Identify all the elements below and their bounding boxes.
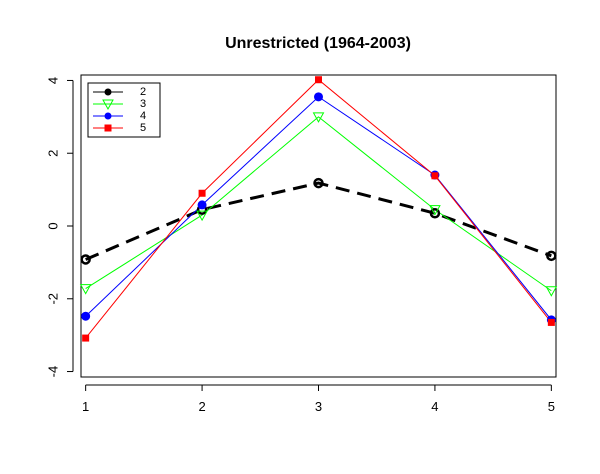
series-point-2 — [80, 254, 91, 265]
y-tick-label: 2 — [46, 150, 61, 157]
series-line-3 — [85, 116, 552, 292]
legend-box — [87, 82, 161, 138]
series-point-3 — [79, 284, 92, 295]
series-point-2 — [313, 177, 324, 189]
series-layer — [79, 76, 558, 342]
series-point-5 — [547, 318, 555, 326]
chart-title: Unrestricted (1964-2003) — [225, 35, 411, 52]
y-tick-label: 4 — [46, 77, 61, 84]
legend-marker-2 — [104, 88, 112, 96]
series-point-5 — [431, 172, 439, 180]
x-tick-label: 5 — [548, 399, 555, 414]
legend-label-4: 4 — [140, 110, 146, 122]
x-tick-label: 1 — [82, 399, 89, 414]
series-point-2 — [546, 250, 557, 262]
plot-area-frame — [80, 74, 557, 378]
y-tick-label: -2 — [46, 293, 61, 305]
series-line-2 — [85, 181, 552, 261]
series-point-4 — [197, 200, 207, 210]
x-tick-label: 2 — [198, 399, 205, 414]
legend-marker-4 — [104, 112, 112, 120]
legend-label-2: 2 — [140, 86, 146, 98]
series-point-4 — [81, 311, 91, 321]
legend-marker-5 — [104, 124, 112, 132]
x-tick-label: 4 — [431, 399, 438, 414]
series-point-2 — [429, 208, 441, 219]
series-point-3 — [196, 210, 208, 222]
series-point-5 — [198, 189, 206, 197]
series-point-3 — [545, 286, 558, 297]
series-point-3 — [312, 112, 325, 123]
legend-label-5: 5 — [140, 122, 146, 134]
series-point-5 — [315, 76, 322, 84]
series-point-3 — [429, 205, 441, 216]
y-tick-label: 0 — [46, 222, 61, 229]
series-point-5 — [82, 334, 90, 342]
legend-marker-3 — [102, 99, 114, 111]
y-tick-label: -4 — [46, 366, 61, 378]
series-point-4 — [314, 92, 323, 102]
x-tick-label: 3 — [315, 399, 322, 414]
legend-label-3: 3 — [140, 98, 146, 110]
